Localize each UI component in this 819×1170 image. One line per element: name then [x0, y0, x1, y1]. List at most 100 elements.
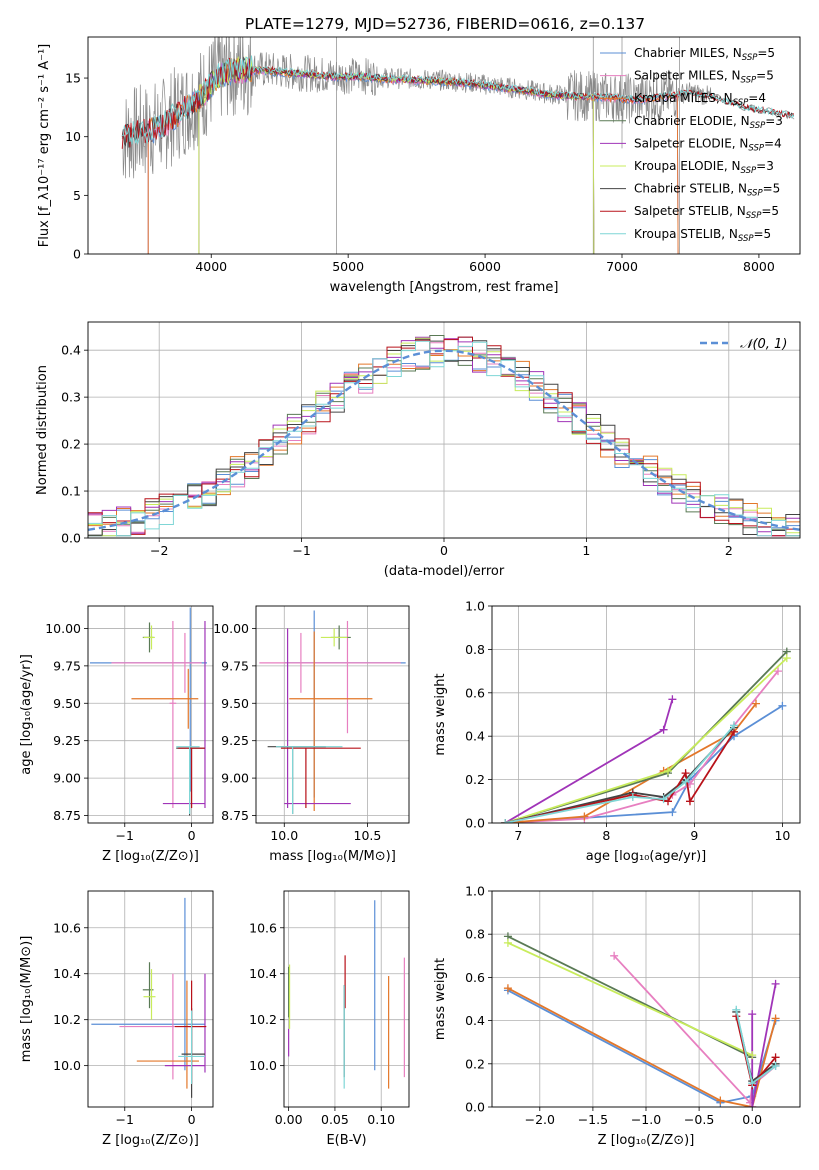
- weight-marker: [748, 1103, 757, 1107]
- errorbar-salpeter_miles: [111, 632, 202, 693]
- axes-frame: −1 0 8.75 9.00 9.25 9.50 9.75 10.00 Z [log₁₀(Z/Z…: [19, 605, 214, 864]
- plot-area: [288, 900, 405, 1089]
- y-tick-label: 0.4: [465, 1013, 485, 1028]
- x-tick-label: −1: [116, 1112, 134, 1127]
- panel-weight_vs_Z: −2.0 −1.5 −1.0 −0.5 0.0 0.0 0.2 0.4 0.6 0.8 1.0 Z […: [433, 884, 801, 1148]
- y-axis-label: age [log₁₀(age/yr)]: [19, 654, 34, 775]
- legend-label: Salpeter STELIB, NSSP=5: [634, 204, 779, 221]
- model-kroupa_elodie: [198, 56, 595, 254]
- y-axis-label: mass weight: [433, 958, 448, 1040]
- y-tick-label: 10.4: [53, 966, 81, 981]
- x-axis-label: Z [log₁₀(Z/Z⊙)]: [598, 1133, 695, 1148]
- x-tick-label: 8000: [743, 259, 775, 274]
- errorbar-kroupa_elodie: [143, 625, 155, 650]
- y-tick-label: 9.50: [53, 696, 81, 711]
- x-tick-label: 5000: [332, 259, 364, 274]
- plot-area: [501, 647, 791, 823]
- y-tick-label: 10.00: [213, 621, 249, 636]
- y-tick-label: 10.6: [53, 920, 81, 935]
- axes-border: [491, 605, 801, 824]
- weight-marker: [659, 795, 668, 804]
- x-axis-label: (data-model)/error: [384, 564, 505, 579]
- y-tick-label: 0.0: [465, 1100, 485, 1115]
- y-tick-label: 0.4: [61, 343, 81, 358]
- y-tick-label: 0.0: [61, 531, 81, 546]
- weight-marker: [681, 777, 690, 786]
- weight-line-kroupa_miles: [507, 987, 777, 1107]
- legend-label: Chabrier ELODIE, NSSP=3: [634, 114, 783, 131]
- weight-marker: [782, 654, 791, 663]
- x-tick-label: 2: [725, 543, 733, 558]
- panel-age_vs_Z: −1 0 8.75 9.00 9.25 9.50 9.75 10.00 Z [log₁₀(Z/Z…: [19, 605, 214, 864]
- errorbar-kroupa_stelib: [275, 746, 343, 815]
- errorbar-salpeter_elodie: [188, 973, 206, 1073]
- errorbar-kroupa_miles: [289, 631, 373, 812]
- axes-frame: 4000 5000 6000 7000 8000 0 5 10 15 wavelength [An…: [37, 36, 801, 295]
- y-tick-label: 0.0: [465, 816, 485, 831]
- y-axis-label: Normed distribution: [35, 365, 50, 495]
- weight-marker: [628, 792, 637, 801]
- y-tick-label: 0: [73, 247, 81, 262]
- errorbar-kroupa_elodie: [143, 969, 156, 1020]
- x-tick-label: 0: [440, 543, 448, 558]
- legend-label: 𝒩(0, 1): [740, 337, 787, 352]
- y-tick-label: 0.4: [465, 729, 485, 744]
- x-tick-label: 10.0: [270, 828, 298, 843]
- y-tick-label: 9.25: [53, 733, 81, 748]
- y-tick-label: 9.50: [221, 696, 249, 711]
- y-tick-label: 5: [73, 188, 81, 203]
- y-tick-label: 8.75: [221, 808, 249, 823]
- y-tick-label: 10.0: [53, 1058, 81, 1073]
- legend-label: Chabrier MILES, NSSP=5: [634, 46, 775, 63]
- x-axis-label: E(B-V): [326, 1133, 366, 1148]
- axes-border: [87, 890, 214, 1108]
- errorbar-kroupa_miles: [131, 668, 199, 729]
- weight-marker: [610, 951, 619, 960]
- model-kroupa_stelib: [121, 55, 795, 145]
- x-tick-label: 4000: [195, 259, 227, 274]
- errorbar-kroupa_miles: [136, 980, 199, 1089]
- axes-border: [283, 890, 410, 1108]
- y-axis-label: mass weight: [433, 673, 448, 755]
- legend-label: Kroupa ELODIE, NSSP=3: [634, 159, 774, 176]
- x-tick-label: −0.5: [684, 1112, 714, 1127]
- weight-line-salpeter_miles: [505, 670, 779, 823]
- legend-label: Salpeter MILES, NSSP=5: [634, 69, 774, 86]
- weight-marker: [668, 695, 677, 704]
- errorbar-kroupa_elodie: [320, 628, 348, 647]
- weight-marker: [748, 1079, 757, 1088]
- x-tick-label: 8: [602, 828, 610, 843]
- x-tick-label: −2: [150, 543, 168, 558]
- x-tick-label: 0: [188, 828, 196, 843]
- histogram-salpeter_stelib: [88, 336, 800, 537]
- weight-marker: [771, 1061, 780, 1070]
- x-axis-label: age [log₁₀(age/yr)]: [586, 849, 707, 864]
- y-tick-label: 0.8: [465, 642, 485, 657]
- weight-marker: [774, 667, 782, 676]
- errorbar-salpeter_stelib: [174, 980, 207, 1085]
- plot-area: [91, 897, 207, 1098]
- x-axis-label: Z [log₁₀(Z/Z⊙)]: [102, 849, 199, 864]
- x-tick-label: −1.5: [578, 1112, 608, 1127]
- axes-frame: −2.0 −1.5 −1.0 −0.5 0.0 0.0 0.2 0.4 0.6 0.8 1.0 Z […: [433, 884, 801, 1148]
- x-axis-label: wavelength [Angstrom, rest frame]: [330, 280, 559, 295]
- axes-border: [87, 605, 214, 824]
- y-tick-label: 1.0: [465, 599, 485, 614]
- y-tick-label: 10.4: [249, 966, 277, 981]
- x-tick-label: 0: [188, 1112, 196, 1127]
- y-tick-label: 10.0: [249, 1058, 277, 1073]
- axes-border: [255, 605, 410, 824]
- x-tick-label: 0.00: [275, 1112, 303, 1127]
- x-tick-label: 6000: [469, 259, 501, 274]
- weight-marker: [681, 769, 690, 778]
- plot-area: [88, 335, 800, 537]
- y-tick-label: 9.00: [221, 771, 249, 786]
- axes-frame: −2 −1 0 1 2 0.0 0.1 0.2 0.3 0.4 (data-model)/error…: [35, 321, 801, 579]
- weight-marker: [659, 725, 668, 734]
- y-tick-label: 0.1: [61, 484, 81, 499]
- legend-label: Salpeter ELODIE, NSSP=4: [634, 136, 782, 153]
- plot-area: [503, 932, 780, 1107]
- y-tick-label: 0.2: [61, 437, 81, 452]
- axes-frame: −1 0 10.0 10.2 10.4 10.6 Z [log₁₀(Z/Z⊙)] mass […: [19, 890, 214, 1148]
- y-tick-label: 0.3: [61, 390, 81, 405]
